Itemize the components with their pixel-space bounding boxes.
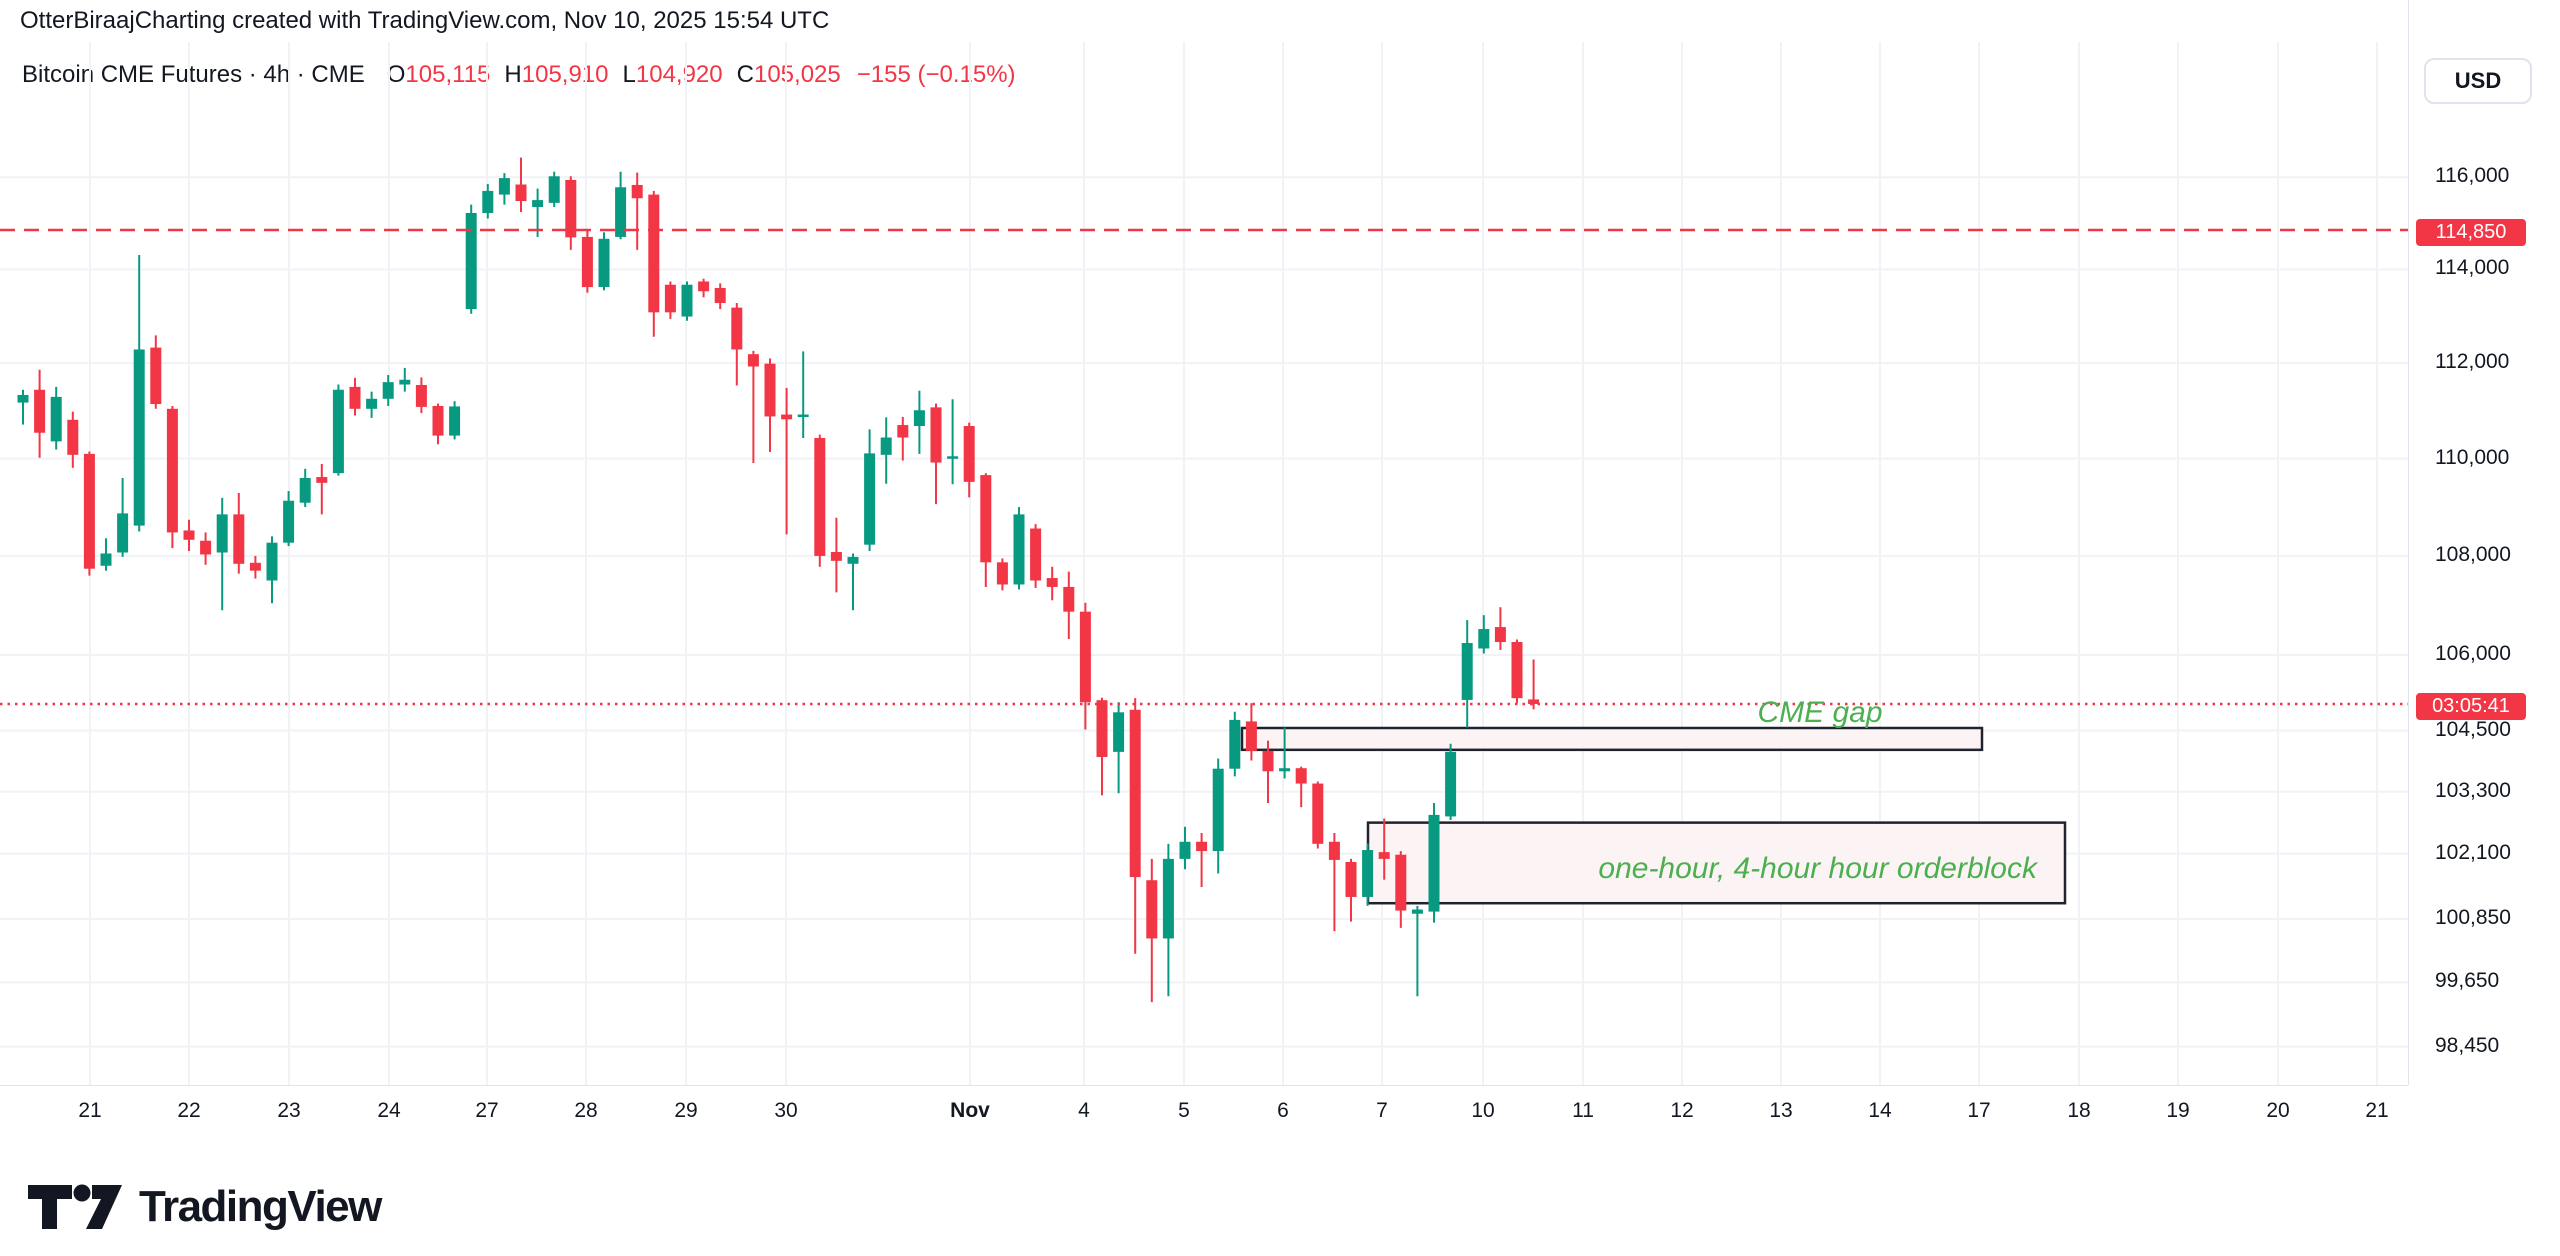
time-axis-label: 10 (1471, 1099, 1495, 1122)
high-value: 105,910 (521, 61, 609, 88)
time-axis-label: 12 (1670, 1099, 1694, 1122)
time-axis-label: 4 (1078, 1099, 1090, 1122)
annotation-text: one-hour, 4-hour hour orderblock (1598, 852, 2039, 885)
price-axis-label: 99,650 (2435, 969, 2500, 993)
time-axis-label: 21 (2365, 1099, 2389, 1122)
time-axis-label: 19 (2166, 1099, 2190, 1122)
price-axis-label: 106,000 (2435, 642, 2511, 665)
candlestick-chart-pane[interactable]: CME gap one-hour, 4-hour hour orderblock (0, 0, 2408, 1085)
close-value: 105,025 (753, 61, 841, 88)
time-axis-label: 18 (2067, 1099, 2091, 1122)
time-axis-label: 7 (1376, 1099, 1388, 1122)
price-axis-label: 108,000 (2435, 542, 2511, 566)
low-value: 104,920 (635, 61, 723, 88)
time-axis-label: 14 (1868, 1099, 1892, 1122)
time-axis-label: 17 (1967, 1099, 1991, 1122)
low-label: L (622, 61, 636, 88)
time-axis-label: 22 (177, 1099, 201, 1122)
time-axis-label: 27 (475, 1099, 499, 1122)
time-axis-label: 20 (2266, 1099, 2290, 1122)
tradingview-logo-text: TradingView (139, 1182, 382, 1231)
tradingview-logo[interactable]: TradingView (26, 1182, 382, 1232)
symbol-title[interactable]: Bitcoin CME Futures · 4h · CME (22, 61, 365, 88)
price-axis-label: 102,100 (2435, 840, 2511, 864)
time-axis-label: 23 (277, 1099, 301, 1122)
price-axis-label: 98,450 (2435, 1033, 2500, 1057)
ohlc-readout: O105,115 H105,910 L104,920 C105,025 −155 (−0… (387, 61, 1016, 89)
price-axis-label: 104,500 (2435, 717, 2511, 741)
price-axis-label: 114,000 (2435, 256, 2510, 280)
open-value: 105,115 (405, 61, 491, 88)
time-axis-label: 28 (574, 1099, 598, 1122)
price-axis-label: 110,000 (2435, 445, 2510, 469)
price-axis-label: 103,300 (2435, 778, 2511, 802)
annotation-text: CME gap (1757, 696, 1882, 729)
time-axis-label: 29 (674, 1099, 698, 1122)
price-axis[interactable]: 116,000 114,000 112,000 110,000 108,000 106,0… (2408, 0, 2560, 1085)
time-axis-label: Nov (950, 1099, 990, 1122)
change-value: −155 (−0.15%) (856, 61, 1016, 88)
time-axis-label: 5 (1178, 1099, 1190, 1122)
high-label: H (504, 61, 522, 88)
time-axis-label: 6 (1277, 1099, 1289, 1122)
currency-toggle-button[interactable]: USD (2424, 58, 2532, 104)
close-label: C (736, 61, 754, 88)
attribution-watermark: OtterBiraajCharting created with Trading… (20, 7, 830, 34)
alert-line-badge: 114,850 (2416, 219, 2526, 246)
time-axis-label: 30 (774, 1099, 798, 1122)
price-axis-label: 100,850 (2435, 905, 2511, 929)
open-label: O (386, 61, 406, 88)
time-axis-label: 21 (78, 1099, 102, 1122)
time-axis-label: 11 (1572, 1099, 1594, 1122)
price-axis-label: 116,000 (2435, 164, 2510, 188)
time-axis-label: 13 (1769, 1099, 1793, 1122)
time-axis[interactable]: 21 22 23 24 27 28 29 30 Nov 4 5 6 7 10 11 12 13 14 17 18 19 2… (0, 1085, 2408, 1138)
time-axis-label: 24 (377, 1099, 401, 1122)
symbol-header[interactable]: Bitcoin CME Futures · 4h · CME O105,115 H… (22, 61, 1016, 89)
tradingview-logo-icon (28, 1184, 122, 1229)
price-axis-label: 112,000 (2435, 350, 2510, 374)
last-price-line-badge: 03:05:41 (2416, 692, 2526, 720)
